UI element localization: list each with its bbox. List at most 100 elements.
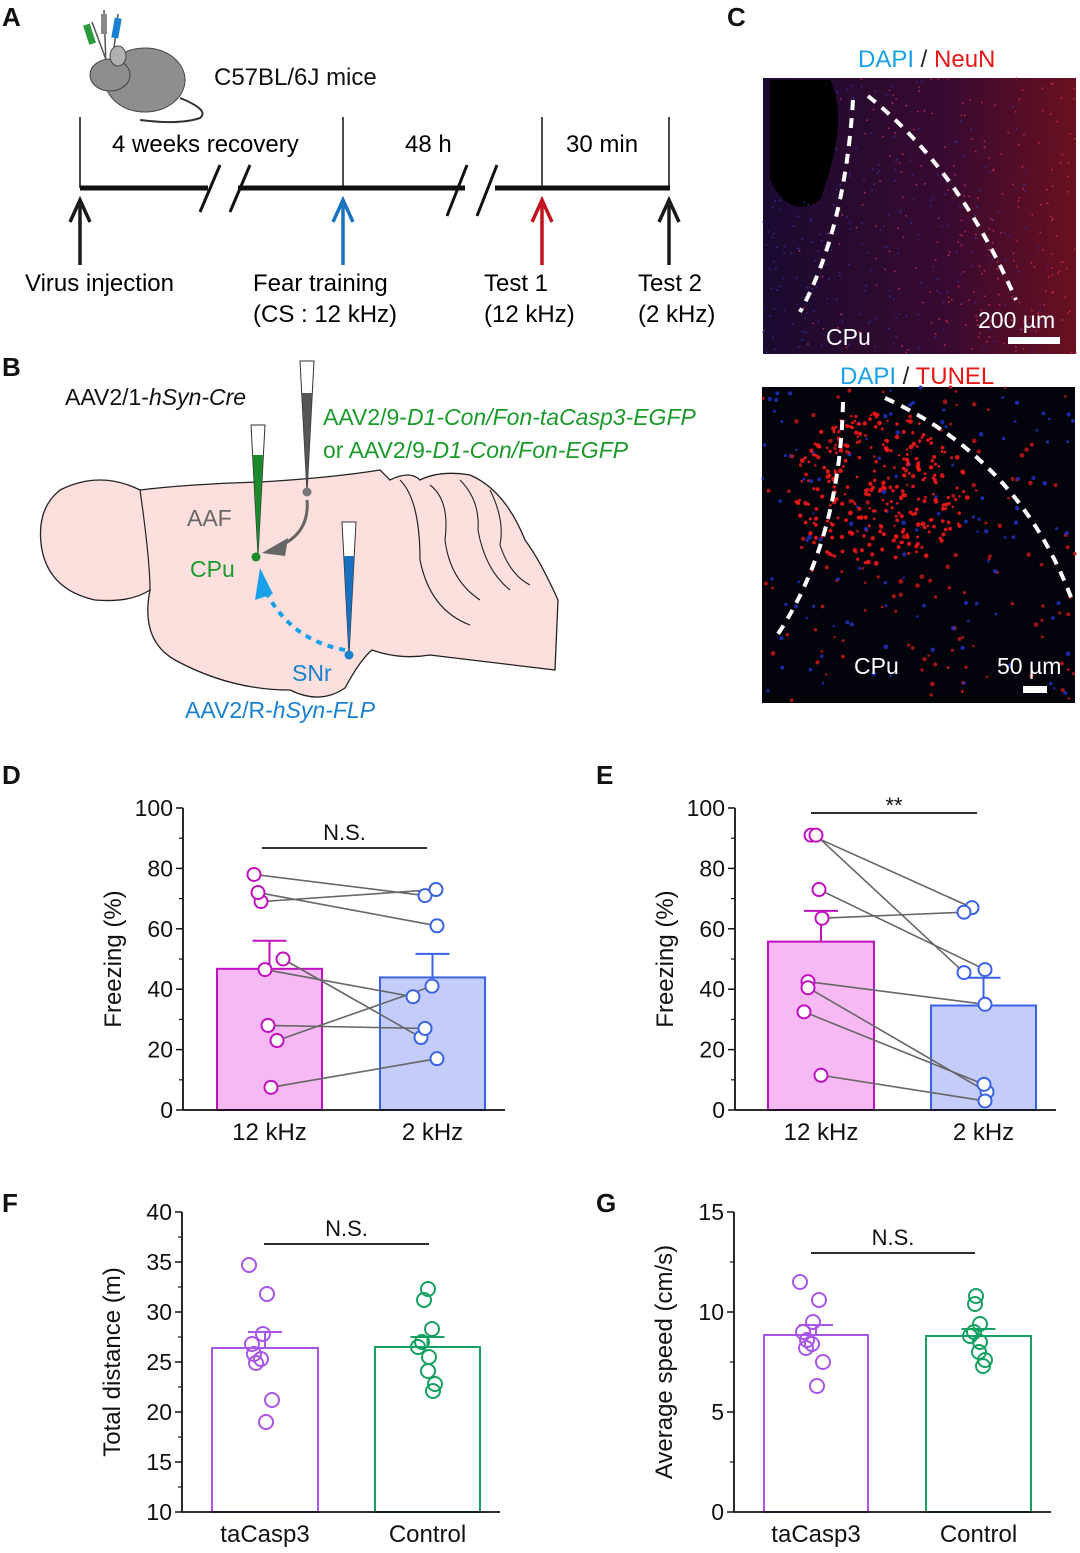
cell-dot — [897, 227, 899, 230]
cell-dot — [788, 391, 793, 396]
cell-dot — [941, 532, 946, 537]
cell-dot — [888, 89, 891, 92]
cell-dot — [813, 516, 819, 521]
cell-dot — [922, 656, 927, 662]
pair-line — [257, 891, 438, 927]
cell-dot — [887, 127, 890, 130]
cell-dot — [928, 578, 933, 583]
cell-dot — [811, 604, 816, 608]
cell-dot — [817, 477, 821, 482]
cell-dot — [907, 643, 911, 647]
cell-dot — [762, 443, 767, 447]
cell-dot — [1048, 417, 1051, 421]
cell-dot — [940, 450, 944, 453]
cell-dot — [895, 98, 898, 101]
cell-dot — [914, 456, 919, 461]
snr-injection-dot — [344, 650, 354, 660]
cell-dot — [881, 390, 885, 394]
cell-dot — [1014, 111, 1017, 113]
cell-dot — [942, 408, 946, 412]
cell-dot — [811, 412, 816, 418]
cell-dot — [940, 225, 943, 228]
cell-dot — [856, 529, 859, 533]
data-point — [976, 1076, 992, 1092]
cell-dot — [1033, 622, 1039, 627]
cell-dot — [889, 674, 892, 678]
cell-dot — [975, 319, 978, 322]
cell-dot — [1042, 109, 1044, 112]
data-point — [977, 996, 993, 1012]
cell-dot — [803, 456, 807, 460]
cell-dot — [988, 227, 991, 230]
cell-dot — [898, 579, 904, 584]
bar-Control — [925, 1335, 1032, 1513]
cell-dot — [763, 329, 765, 331]
cell-dot — [1049, 215, 1052, 218]
cell-dot — [827, 232, 829, 235]
cell-dot — [806, 502, 810, 506]
cell-dot — [802, 477, 806, 481]
cell-dot — [855, 475, 859, 479]
cell-dot — [839, 534, 845, 540]
cell-dot — [964, 323, 967, 326]
cell-dot — [974, 214, 977, 217]
cell-dot — [832, 485, 836, 489]
data-point — [410, 1339, 426, 1355]
y-tick-label: 15 — [146, 1449, 172, 1475]
cell-dot — [832, 554, 837, 558]
blue-projection-arrow — [263, 589, 346, 652]
cell-dot — [940, 519, 945, 523]
cell-dot — [782, 277, 785, 280]
cell-dot — [885, 93, 887, 96]
cell-dot — [906, 541, 912, 546]
cell-dot — [1022, 187, 1025, 190]
cell-dot — [795, 276, 798, 279]
cell-dot — [894, 474, 898, 479]
cell-dot — [911, 441, 917, 447]
y-tick-label: 60 — [699, 916, 725, 942]
y-tick-label: 0 — [711, 1499, 724, 1525]
pair-line — [821, 911, 965, 920]
cell-dot — [936, 241, 939, 243]
bar-2-kHz — [379, 976, 486, 1111]
cell-dot — [960, 219, 963, 222]
cell-dot — [904, 351, 907, 354]
cell-dot — [766, 488, 771, 494]
cell-dot — [934, 336, 937, 338]
cell-dot — [868, 481, 873, 487]
cell-dot — [971, 515, 976, 519]
cell-dot — [775, 267, 777, 270]
cell-dot — [918, 90, 921, 93]
cell-dot — [851, 84, 854, 87]
cell-dot — [881, 532, 886, 537]
cell-dot — [1029, 442, 1034, 447]
data-point — [809, 1378, 825, 1394]
cell-dot — [938, 536, 942, 540]
cell-dot — [992, 169, 994, 172]
cell-dot — [901, 430, 906, 434]
significance-label: N.S. — [325, 1216, 368, 1241]
cell-dot — [872, 469, 876, 473]
cell-dot — [864, 289, 867, 292]
cell-dot — [861, 242, 863, 245]
pair-line — [267, 1024, 426, 1030]
cell-dot — [879, 228, 882, 231]
green-pipette-icon — [250, 424, 266, 556]
cell-dot — [1053, 483, 1058, 488]
cell-dot — [945, 319, 948, 322]
cell-dot — [1041, 411, 1046, 416]
cell-dot — [1060, 97, 1063, 99]
bar-12-kHz — [767, 940, 875, 1112]
cell-dot — [1026, 552, 1031, 557]
cell-dot — [1022, 320, 1025, 323]
cell-dot — [775, 391, 780, 396]
cell-dot — [960, 114, 963, 117]
cell-dot — [1066, 440, 1070, 444]
data-point — [417, 1020, 433, 1036]
cell-dot — [1066, 668, 1070, 672]
data-point — [253, 1351, 269, 1367]
cell-dot — [974, 488, 978, 492]
cell-dot — [835, 188, 838, 191]
cell-dot — [761, 477, 765, 480]
cell-dot — [817, 320, 820, 323]
